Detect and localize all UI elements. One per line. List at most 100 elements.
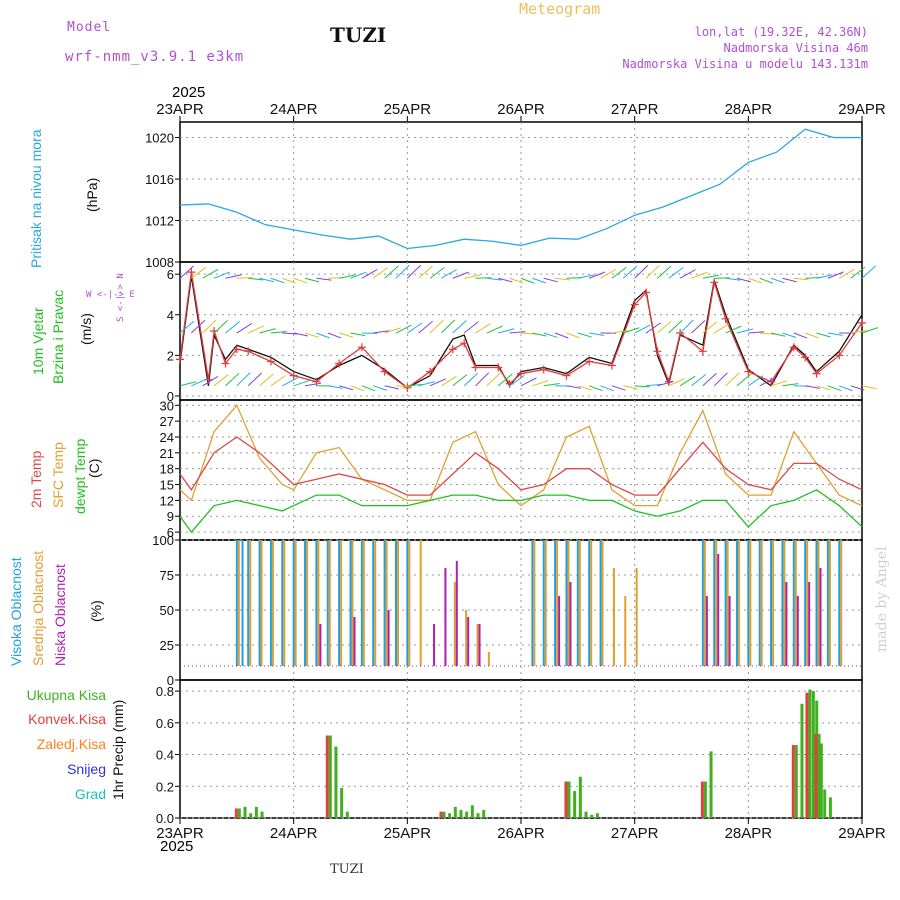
wind-arrow xyxy=(179,265,195,279)
precip-total-bar xyxy=(465,811,469,818)
precip-total-bar xyxy=(703,781,707,818)
precip-freeze-label: Zaledj.Kisa xyxy=(36,736,106,752)
x-tick-label-bottom: 28APR xyxy=(725,825,773,842)
wind-arrow xyxy=(589,332,604,336)
precip-total-bar xyxy=(254,806,258,818)
wind-arrow xyxy=(577,274,594,279)
wind-arrow xyxy=(520,377,537,387)
wind-arrow xyxy=(691,271,708,279)
gust-marker xyxy=(801,353,810,362)
wind-arrow xyxy=(827,332,843,336)
wind-arrow xyxy=(384,265,399,279)
wind-arrow xyxy=(861,265,876,279)
wind-arrow xyxy=(486,325,503,334)
y-tick-label: 1020 xyxy=(145,131,174,146)
wind-arrow xyxy=(577,332,592,338)
wind-arrow xyxy=(577,385,592,391)
precip-conv-bar xyxy=(234,808,238,818)
wind-arrow xyxy=(748,277,762,284)
wind-arrow xyxy=(441,269,457,279)
wind-arrow xyxy=(725,325,742,334)
wind-arrow xyxy=(418,381,435,387)
wind-arrow xyxy=(179,320,195,334)
pressure-line xyxy=(179,128,862,250)
wind-arrow xyxy=(793,332,808,339)
wind-arrow xyxy=(611,385,626,391)
wind-arrow xyxy=(236,322,253,334)
wind-arrow xyxy=(532,332,547,337)
y-tick-label: 0.6 xyxy=(156,716,174,731)
gust-marker xyxy=(812,369,821,378)
wind-arrow xyxy=(623,385,638,390)
precip-total-bar xyxy=(567,781,571,818)
x-tick-label-bottom: 27APR xyxy=(611,825,659,842)
wind-arrow xyxy=(429,378,446,387)
y-tick-label: 24 xyxy=(160,430,174,445)
wind-arrow xyxy=(702,274,719,279)
year-bottom: 2025 xyxy=(160,838,194,855)
wind-arrow xyxy=(850,329,867,334)
gust-marker xyxy=(653,347,662,356)
wind-arrow xyxy=(566,332,580,339)
x-tick-label-bottom: 26APR xyxy=(497,825,545,842)
wind-arrow xyxy=(486,277,502,281)
precip-conv-bar xyxy=(700,781,704,818)
wind-arrow xyxy=(725,372,740,387)
wind-arrow xyxy=(657,265,672,279)
wind-arrow xyxy=(509,331,526,334)
wind-arrow xyxy=(395,264,410,279)
wind-arrow xyxy=(668,267,684,279)
precip-conv-bar xyxy=(564,781,568,818)
wind-arrow xyxy=(463,321,479,334)
pressure-label: Pritisak na nivou mora xyxy=(28,129,44,268)
wind-arrow xyxy=(748,331,765,334)
gust-marker xyxy=(426,367,435,376)
precip-total-bar xyxy=(448,813,452,818)
footer-station: TUZI xyxy=(330,862,364,877)
wind-arrow xyxy=(350,385,364,392)
wind-arrow xyxy=(782,332,797,338)
y-tick-label: 15 xyxy=(160,478,174,493)
precip-hail-label: Grad xyxy=(74,786,106,802)
wind-arrow xyxy=(861,385,877,390)
precip-total-bar xyxy=(817,733,821,818)
precip-snow-label: Snijeg xyxy=(67,761,106,777)
gust-marker xyxy=(357,343,366,352)
precip-total-bar xyxy=(819,743,823,818)
gust-marker xyxy=(517,369,525,378)
wind-arrow xyxy=(827,271,844,279)
wind-arrow xyxy=(634,324,651,334)
wind-arrow xyxy=(509,375,525,387)
precip-total-bar xyxy=(442,811,446,818)
precip-total-bar xyxy=(328,735,332,818)
model-label: Model xyxy=(67,20,112,35)
wind-arrow xyxy=(770,380,788,387)
gust-marker xyxy=(471,363,480,372)
wind-arrow xyxy=(384,327,401,334)
wind-arrow xyxy=(589,385,603,392)
wind-arrow xyxy=(589,271,606,279)
wind-arrow xyxy=(395,385,412,388)
gust-marker xyxy=(448,345,457,354)
wind-arrow xyxy=(759,277,774,284)
wind-arrow xyxy=(429,267,445,279)
wind-arrow xyxy=(713,372,728,387)
wind-arrow xyxy=(805,385,820,389)
gust-marker xyxy=(176,355,184,364)
wind-arrow xyxy=(452,271,469,279)
wind-arrow xyxy=(350,332,366,337)
gust-marker xyxy=(539,365,548,374)
wind-arrow xyxy=(191,266,207,279)
wind-arrow xyxy=(304,382,322,387)
wind-arrow xyxy=(213,271,231,279)
wind-arrow xyxy=(759,377,776,387)
altitude-text: Nadmorska Visina 46m xyxy=(723,41,869,55)
wind-arrow xyxy=(532,277,546,284)
precip-total-bar xyxy=(828,797,832,818)
wind-arrow xyxy=(566,385,582,389)
y-tick-label: 4 xyxy=(167,308,174,323)
cloud-low-label: Niska Oblacnost xyxy=(52,564,68,666)
gust-marker xyxy=(266,357,275,366)
pressure-unit: (hPa) xyxy=(84,177,100,212)
gust-marker xyxy=(494,363,503,372)
